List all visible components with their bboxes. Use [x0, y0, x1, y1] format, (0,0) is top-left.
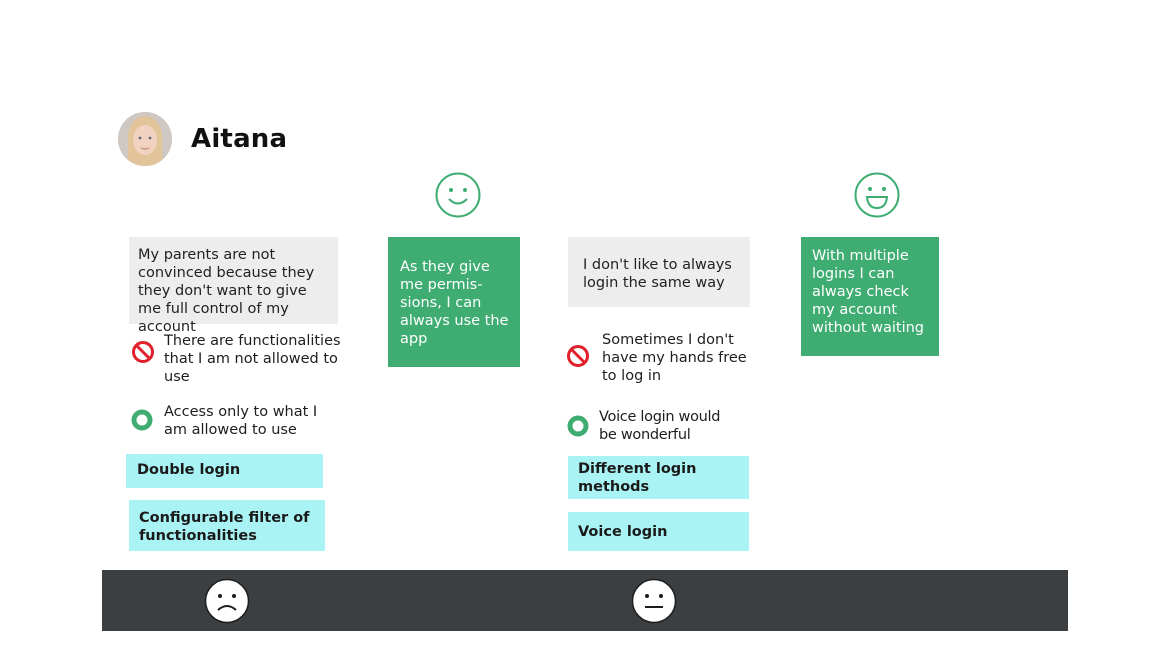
grinning-face-icon	[854, 172, 900, 218]
ring-icon	[567, 415, 589, 437]
column-4-note: With multiple logins I can always check …	[801, 237, 939, 356]
prohibited-icon	[567, 345, 589, 367]
prohibited-icon	[132, 341, 154, 363]
persona-avatar	[118, 112, 172, 166]
idea-different-login-methods: Different login methods	[568, 456, 749, 499]
column-3-pain: Sometimes I don't have my hands free to …	[602, 332, 747, 384]
column-1-gain: Access only to what I am allowed to use	[164, 404, 318, 438]
column-2-note: As they give me permis-sions, I can alwa…	[388, 237, 520, 367]
column-1-note: My parents are not convinced because the…	[129, 237, 338, 335]
persona-name: Aitana	[191, 124, 288, 154]
ring-icon	[131, 409, 153, 431]
column-3-note: I don't like to always login the same wa…	[568, 237, 750, 307]
idea-configurable-filter: Configurable filter of functionalities	[129, 500, 325, 551]
smiling-face-icon	[435, 172, 481, 218]
sad-face-icon	[204, 578, 250, 624]
idea-voice-login: Voice login	[568, 512, 749, 551]
column-3-gain: Voice login would be wonderful	[599, 409, 721, 443]
neutral-face-icon	[631, 578, 677, 624]
idea-double-login: Double login	[126, 454, 323, 488]
emotion-bar	[102, 570, 1068, 631]
column-1-pain: There are functionalities that I am not …	[164, 333, 341, 385]
